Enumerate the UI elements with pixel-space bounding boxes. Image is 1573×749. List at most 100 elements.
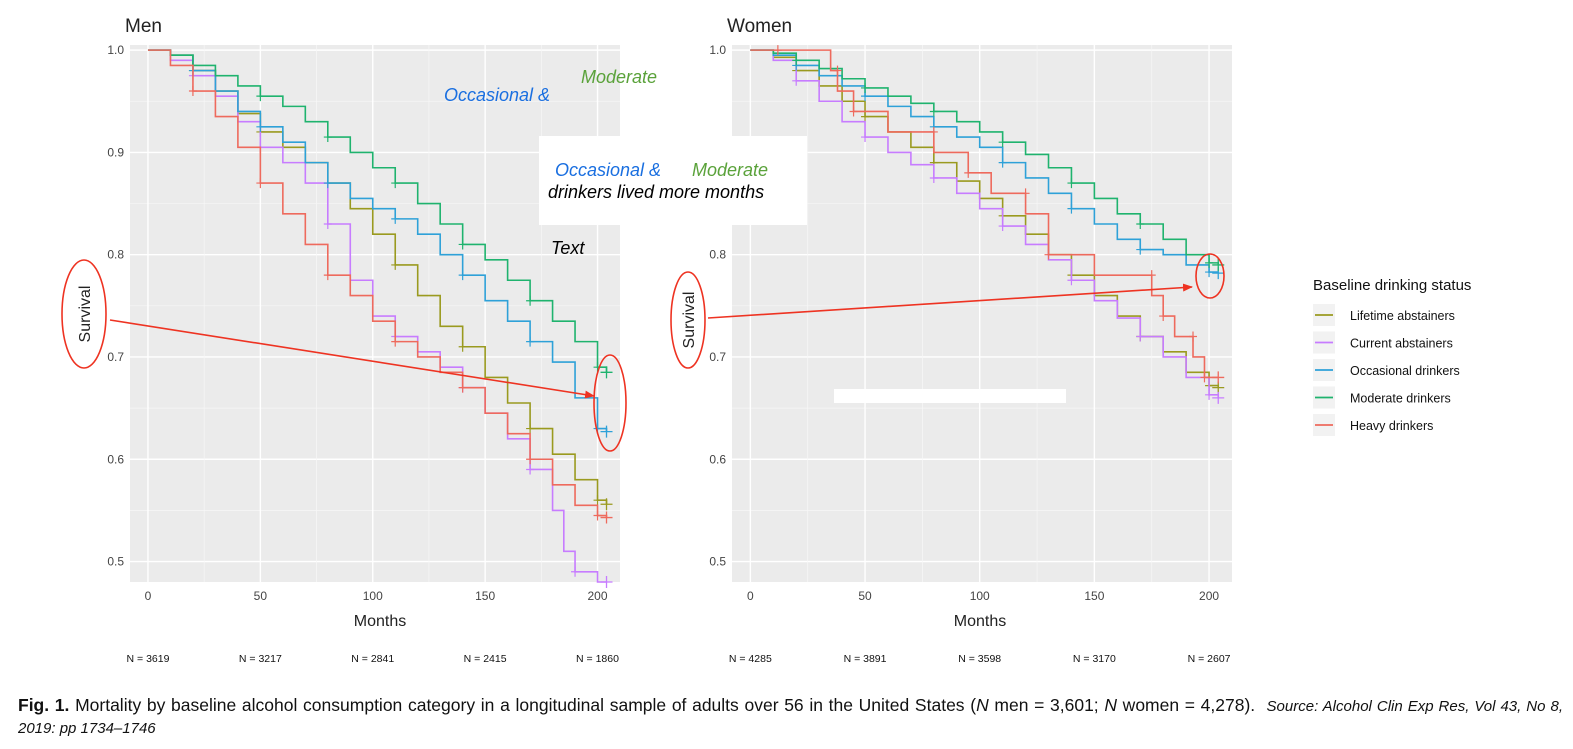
- women-arrow: [707, 283, 1193, 319]
- women-censor-mark: [773, 45, 782, 56]
- women-x-tick-label: 50: [858, 589, 872, 603]
- men-censor-mark: [188, 86, 197, 97]
- women-y-tick-label: 0.7: [709, 350, 726, 364]
- women-curve-moderate-drinkers: [750, 49, 1220, 265]
- annotation-box: Occasional & Moderate drinkers lived mor…: [539, 136, 807, 225]
- men-y-tick-label: 0.6: [107, 452, 124, 466]
- men-x-tick-label: 150: [475, 589, 495, 603]
- men-censor-mark: [458, 270, 467, 281]
- women-endpoint-highlight-ellipse: [1195, 253, 1225, 299]
- women-y-tick-label: 0.5: [709, 555, 726, 569]
- women-censor-mark: [861, 82, 870, 93]
- men-curve-occasional-drinkers: [147, 49, 608, 432]
- men-censor-mark: [526, 464, 535, 475]
- men-survival-curves: [147, 49, 613, 588]
- women-y-axis-title: Survival: [681, 292, 698, 349]
- men-censor-mark: [323, 132, 332, 143]
- women-censor-mark: [1136, 244, 1145, 255]
- caption-text-1: Mortality by baseline alcohol consumptio…: [69, 695, 977, 715]
- women-censor-mark: [1044, 249, 1053, 260]
- men-end-mark: [600, 511, 613, 524]
- women-censor-mark: [849, 106, 858, 117]
- women-y-tick-label: 0.6: [709, 452, 726, 466]
- men-censor-mark: [458, 341, 467, 352]
- men-y-tick-label: 0.9: [107, 145, 124, 159]
- annotation-box-line2: drinkers lived more months: [548, 182, 764, 202]
- women-plot-background: [732, 45, 1232, 582]
- men-end-mark: [600, 498, 613, 511]
- women-white-bar: [834, 389, 1066, 403]
- men-censor-mark: [571, 566, 580, 577]
- women-censor-mark: [1159, 311, 1168, 322]
- men-n-at-risk: N = 2415: [464, 653, 507, 665]
- men-censor-mark: [391, 178, 400, 189]
- women-censor-mark: [1021, 188, 1030, 199]
- men-end-mark: [600, 425, 613, 438]
- annotation-moderate-top: Moderate: [581, 67, 657, 87]
- women-y-tick-label: 0.8: [709, 248, 726, 262]
- women-end-mark: [1212, 371, 1225, 384]
- annotation-text-label: Text: [551, 238, 585, 258]
- men-censor-mark: [526, 454, 535, 465]
- women-survival-curves: [750, 45, 1225, 404]
- men-censor-mark: [391, 259, 400, 270]
- women-y-tick-label: 1.0: [709, 43, 726, 57]
- women-survival-highlight-ellipse: [670, 271, 706, 369]
- women-censor-mark: [1136, 219, 1145, 229]
- caption-source: Source: Alcohol Clin Exp Res, Vol 43, No…: [18, 698, 1563, 737]
- men-censor-mark: [323, 270, 332, 281]
- women-n-at-risk: N = 3891: [844, 653, 887, 665]
- men-censor-mark: [391, 213, 400, 224]
- annotation-occasional-top: Occasional &: [444, 85, 550, 105]
- women-censor-mark: [1147, 270, 1156, 281]
- women-censor-mark: [929, 106, 938, 117]
- women-censor-mark: [1200, 372, 1209, 383]
- men-censor-mark: [526, 423, 535, 434]
- men-y-tick-label: 0.8: [107, 248, 124, 262]
- men-gridlines: [130, 45, 620, 582]
- men-n-at-risk: N = 1860: [576, 653, 619, 665]
- men-number-at-risk: N = 3619 N = 3217 N = 2841 N = 2415 N = 1860: [127, 653, 620, 665]
- annotation-box-background: [539, 136, 807, 225]
- women-number-at-risk: N = 4285 N = 3891 N = 3598 N = 3170 N = 2607: [729, 653, 1231, 665]
- men-censor-mark: [256, 91, 265, 102]
- women-censor-mark: [929, 126, 938, 137]
- men-curve-moderate-drinkers: [147, 49, 608, 373]
- women-panel: Women 0.50.60.70.80.91.0050100150200Surv…: [670, 16, 1232, 665]
- legend: Baseline drinking status Lifetime abstai…: [1313, 277, 1471, 436]
- men-survival-highlight-ellipse: [61, 259, 107, 369]
- men-censor-mark: [391, 336, 400, 347]
- women-x-tick-label: 100: [970, 589, 990, 603]
- women-censor-mark: [1205, 389, 1214, 400]
- men-n-at-risk: N = 3619: [127, 653, 170, 665]
- men-panel: Men 0.5 0.6 0.7 0.8 0.9 1.0 0 50 100 150 200 Surviv…: [61, 16, 657, 665]
- men-censor-mark: [526, 336, 535, 347]
- women-x-tick-label: 150: [1084, 589, 1104, 603]
- women-censor-mark: [998, 221, 1007, 232]
- women-title: Women: [727, 16, 792, 37]
- women-x-tick-label: 200: [1199, 589, 1219, 603]
- women-n-at-risk: N = 4285: [729, 653, 772, 665]
- women-censor-mark: [1136, 331, 1145, 342]
- caption-text-2: men = 3,601;: [988, 695, 1105, 715]
- women-censor-mark: [1067, 275, 1076, 286]
- women-end-mark: [1212, 381, 1225, 394]
- women-gridlines: [732, 45, 1232, 582]
- men-y-tick-label: 0.7: [107, 350, 124, 364]
- men-censor-mark: [323, 178, 332, 189]
- caption-fig-label: Fig. 1.: [18, 695, 70, 715]
- legend-item-label: Occasional drinkers: [1350, 364, 1460, 378]
- women-censor-mark: [929, 172, 938, 183]
- men-y-tick-label: 1.0: [107, 43, 124, 57]
- women-censor-mark: [1205, 267, 1214, 278]
- women-censor-mark: [998, 137, 1007, 148]
- women-n-at-risk: N = 3170: [1073, 653, 1116, 665]
- legend-title: Baseline drinking status: [1313, 277, 1471, 294]
- women-censor-mark: [1205, 257, 1214, 268]
- women-censor-mark: [1067, 203, 1076, 214]
- women-censor-mark: [792, 75, 801, 86]
- legend-items: Lifetime abstainers Current abstainers Occ…: [1313, 304, 1460, 436]
- men-end-mark: [600, 576, 613, 588]
- caption-n-women: N: [1104, 695, 1117, 715]
- men-x-tick-label: 0: [145, 589, 152, 603]
